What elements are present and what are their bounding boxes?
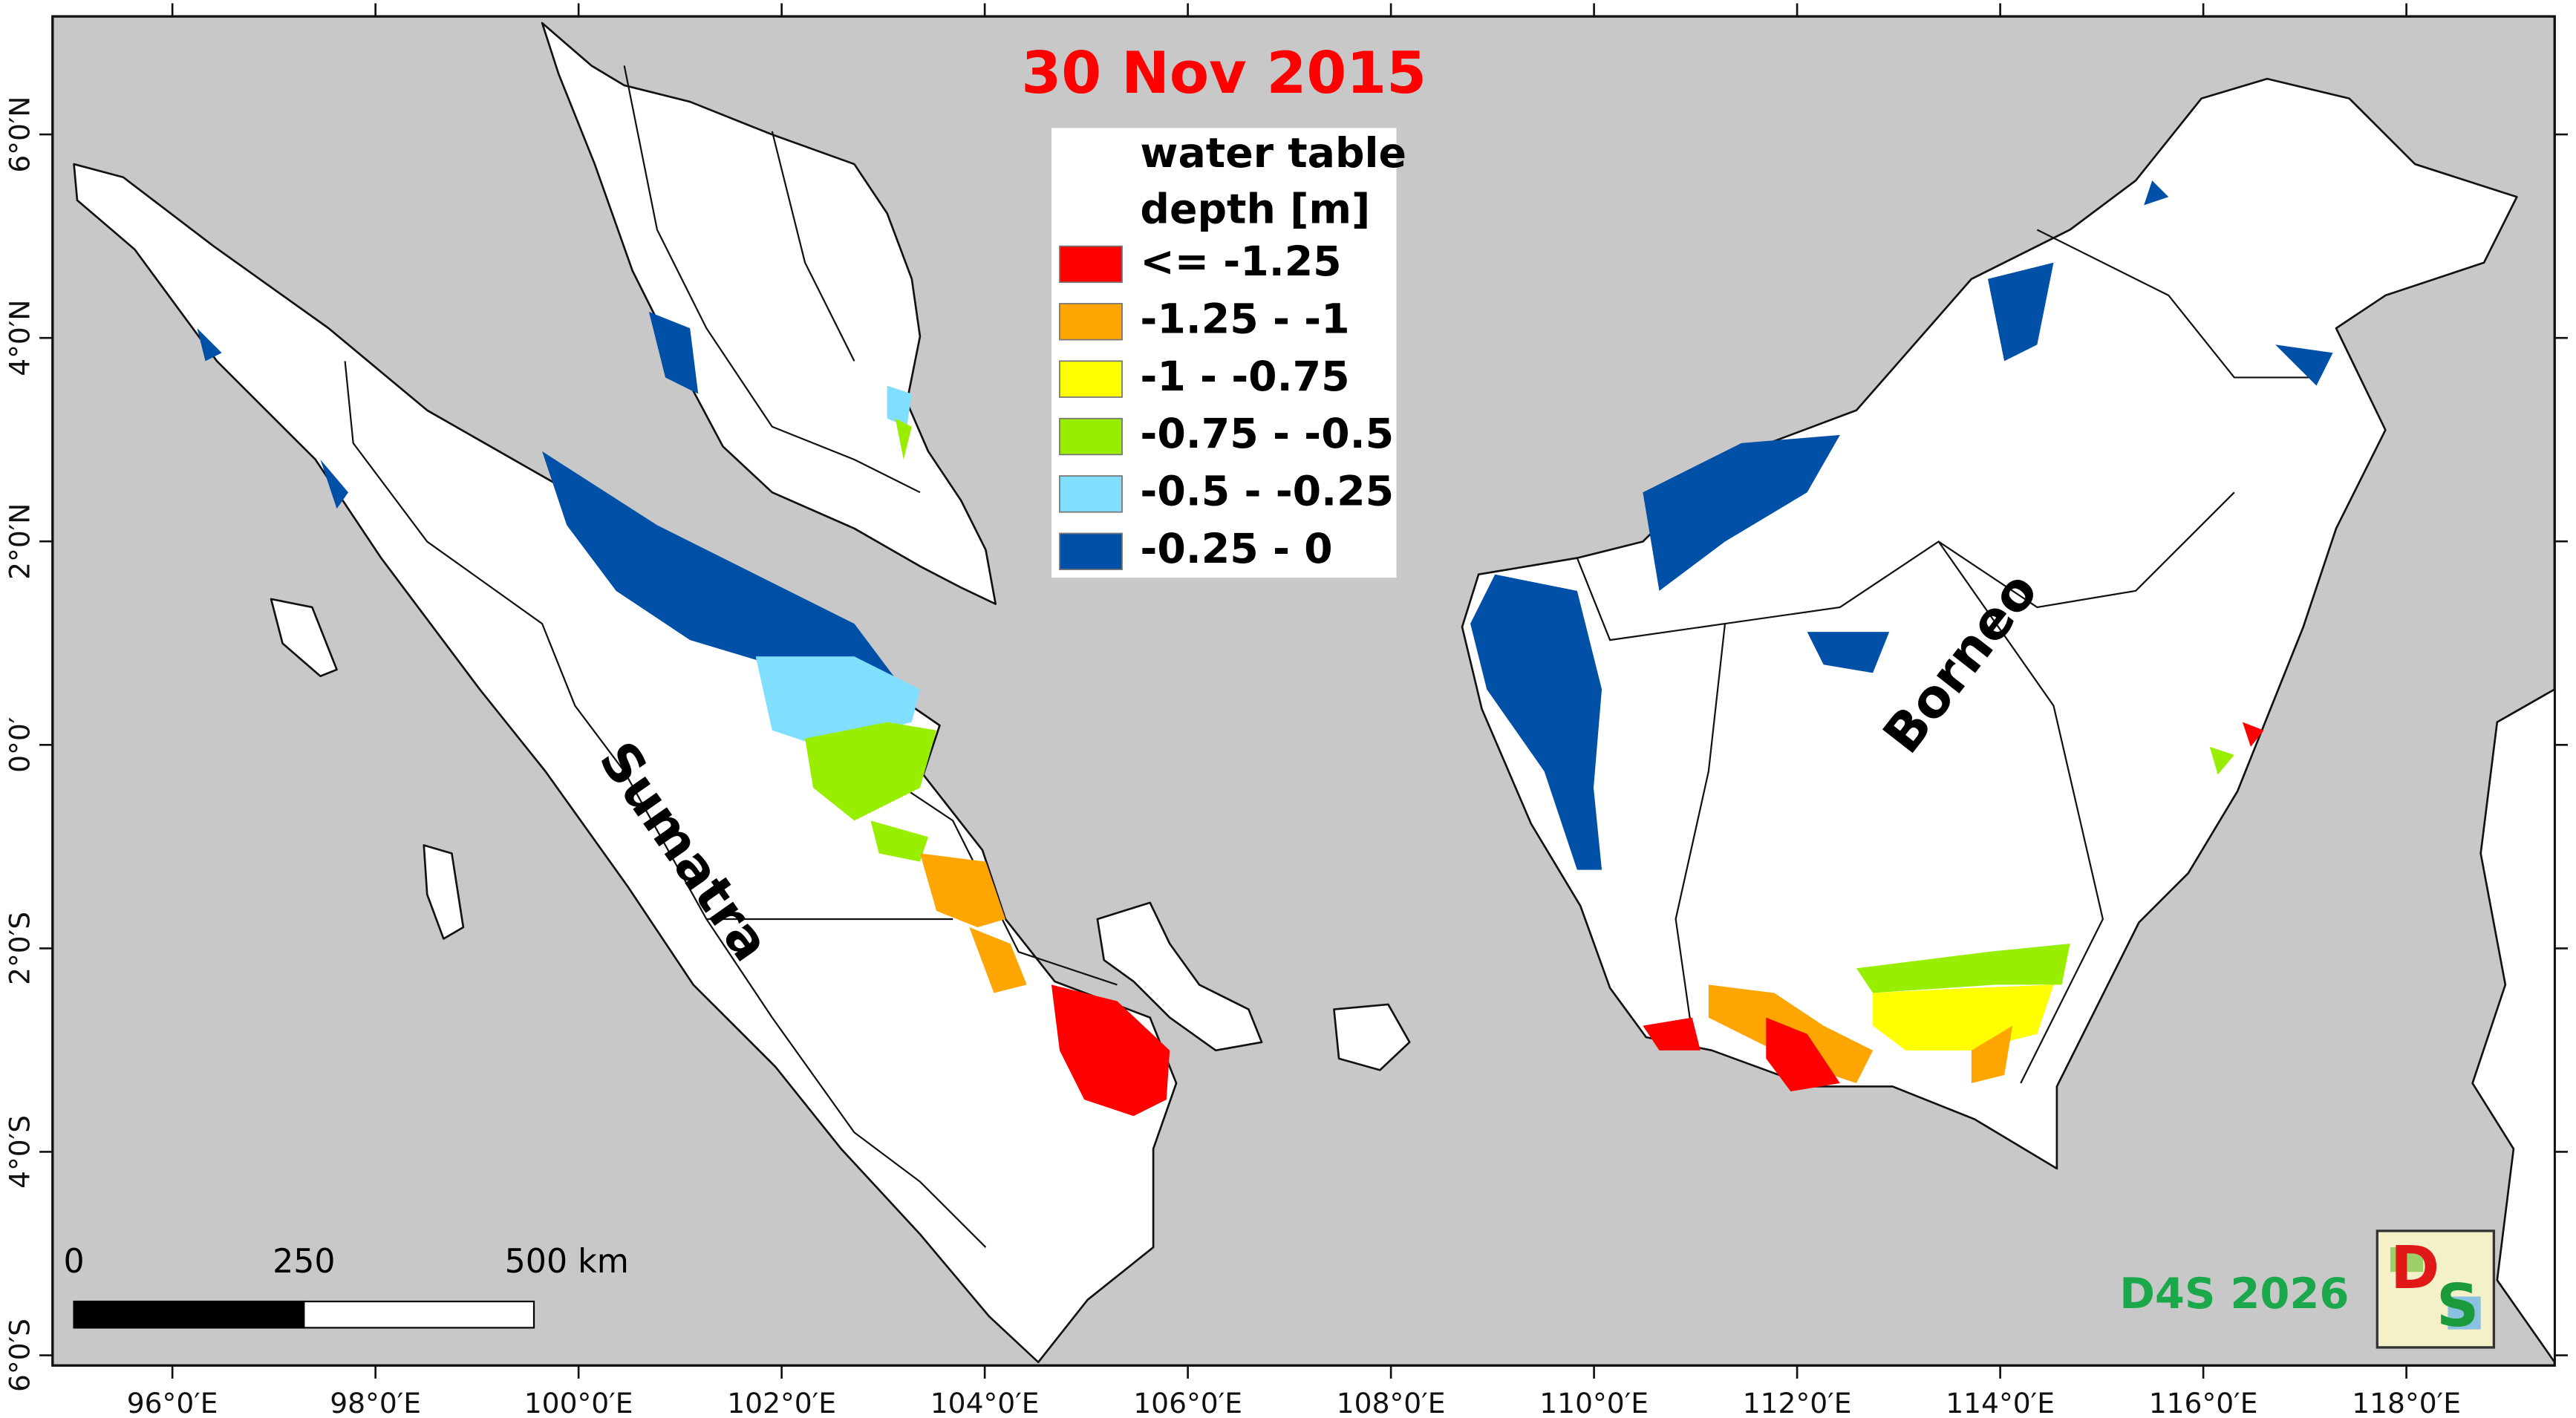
map-title: 30 Nov 2015 (1021, 40, 1426, 107)
tick-label: 2°0′S (3, 912, 36, 985)
legend-swatch (1059, 417, 1123, 456)
simeulue (270, 598, 338, 678)
patch (919, 853, 2013, 1084)
tick-label: 112°0′E (1743, 1387, 1852, 1418)
tick-label: 102°0′E (727, 1387, 836, 1418)
scale-label: 500 km (505, 1243, 629, 1281)
scale-label: 0 (63, 1243, 84, 1281)
patch (542, 451, 904, 690)
legend-swatch (1059, 360, 1123, 398)
logo-letter: D (2390, 1233, 2439, 1302)
legend-label: -0.25 - 0 (1140, 526, 1332, 573)
landmasses (73, 22, 2556, 1364)
legend-swatch (1059, 245, 1123, 284)
tick-label: 106°0′E (1133, 1387, 1242, 1418)
legend: water table depth [m] <= -1.25 -1.25 - -1… (1051, 128, 1406, 578)
borders (344, 65, 2317, 1248)
tick-label: 0°0′ (3, 717, 36, 773)
scale-label: 250 (273, 1243, 335, 1281)
tick-label: 114°0′E (1946, 1387, 2055, 1418)
tick-label: 6°0′N (3, 96, 36, 172)
water-table-patches (197, 180, 2333, 1117)
scale-bar: 0 250 500 km (63, 1243, 629, 1329)
tick-label: 6°0′S (3, 1319, 36, 1392)
tick-label: 98°0′E (330, 1387, 421, 1418)
tick-label: 108°0′E (1337, 1387, 1446, 1418)
legend-swatch (1059, 475, 1123, 513)
tick-label: 116°0′E (2149, 1387, 2258, 1418)
logo-pixel (2448, 1296, 2481, 1330)
legend-title: water table (1140, 130, 1406, 177)
patch (1051, 722, 2264, 1117)
tick-label: 110°0′E (1539, 1387, 1649, 1418)
logo-pixel (2390, 1247, 2424, 1272)
logo: D S (2376, 1229, 2496, 1349)
scale-bar-segment (303, 1300, 535, 1329)
tick-label: 4°0′S (3, 1115, 36, 1189)
logo-letter: S (2436, 1271, 2479, 1340)
legend-label: -1.25 - -1 (1140, 295, 1349, 343)
belitung (1333, 1003, 1411, 1071)
credit: D4S 2026 (2119, 1269, 2349, 1319)
nias (423, 844, 465, 940)
legend-label: -1 - -0.75 (1140, 353, 1349, 401)
tick-label: 96°0′E (127, 1387, 218, 1418)
tick-label: 104°0′E (930, 1387, 1040, 1418)
legend-label: -0.5 - -0.25 (1140, 468, 1394, 516)
tick-label: 100°0′E (524, 1387, 633, 1418)
legend-title: depth [m] (1140, 186, 1370, 233)
sulawesi (2471, 688, 2556, 1364)
legend-label: -0.75 - -0.5 (1140, 411, 1394, 458)
borneo (1461, 77, 2518, 1170)
legend-swatch (1059, 303, 1123, 341)
tick-label: 4°0′N (3, 300, 36, 376)
legend-swatch (1059, 532, 1123, 570)
scale-bar-segment (73, 1300, 305, 1329)
tick-label: 118°0′E (2352, 1387, 2461, 1418)
tick-label: 2°0′N (3, 503, 36, 580)
legend-label: <= -1.25 (1140, 238, 1341, 286)
bangka (1096, 901, 1263, 1052)
